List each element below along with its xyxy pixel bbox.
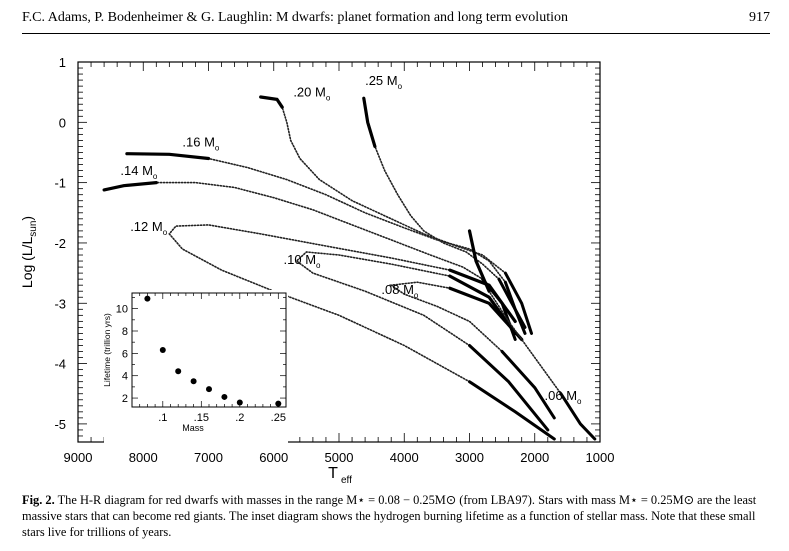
x-tick-label: 2000 bbox=[520, 450, 549, 465]
track-thick-2 bbox=[259, 95, 284, 109]
track-label: .20 Mo bbox=[293, 84, 331, 102]
y-tick-label: 1 bbox=[59, 55, 66, 70]
track-tail-5 bbox=[468, 380, 556, 441]
inset-x-tick-label: .15 bbox=[194, 412, 209, 424]
y-tick-label: -2 bbox=[54, 236, 66, 251]
caption-text: The H-R diagram for red dwarfs with mass… bbox=[22, 493, 757, 539]
inset-data-point bbox=[206, 386, 212, 393]
x-axis-label-sub: eff bbox=[341, 475, 352, 486]
track-tail-7 bbox=[500, 350, 556, 420]
track-label: .25 Mo bbox=[365, 73, 403, 91]
y-axis-label-group: Log (L/Lsun) bbox=[19, 216, 39, 288]
inset-x-tick-label: .25 bbox=[271, 412, 286, 424]
x-tick-label: 4000 bbox=[390, 450, 419, 465]
y-tick-label: -3 bbox=[54, 296, 66, 311]
x-tick-label: 3000 bbox=[455, 450, 484, 465]
caption-label: Fig. 2. bbox=[22, 493, 55, 507]
inset-y-tick-label: 2 bbox=[122, 393, 128, 405]
x-tick-label: 9000 bbox=[64, 450, 93, 465]
lifetime-inset-chart: .1 .15 .2 .25 2 4 6 8 10 Mass Lifetime (trillion y… bbox=[102, 290, 288, 446]
track-thick-5 bbox=[448, 268, 517, 323]
y-tick-label: -4 bbox=[54, 357, 66, 372]
track-label: .14 Mo bbox=[120, 163, 158, 181]
hr-diagram-chart: 9000 8000 7000 6000 5000 4000 3000 2000 100010-1… bbox=[19, 55, 614, 486]
inset-x-tick-label: .1 bbox=[158, 412, 167, 424]
track-thick-4 bbox=[102, 181, 158, 192]
track-3 bbox=[126, 152, 526, 335]
track-thick-3 bbox=[125, 152, 211, 161]
track-tail-2 bbox=[503, 271, 533, 335]
track-tail-6 bbox=[468, 344, 550, 432]
y-tick-label: -5 bbox=[54, 417, 66, 432]
y-tick-label: 0 bbox=[59, 115, 66, 130]
inset-y-axis-label-group: Lifetime (trillion yrs) bbox=[102, 313, 112, 387]
inset-data-point bbox=[175, 368, 182, 375]
header-rule bbox=[22, 33, 770, 34]
track-tail-8 bbox=[559, 392, 597, 441]
track-label: .12 Mo bbox=[130, 219, 168, 237]
inset-y-tick-label: 6 bbox=[122, 348, 128, 360]
x-tick-label: 1000 bbox=[586, 450, 615, 465]
inset-data-point bbox=[275, 400, 282, 407]
x-tick-label: 8000 bbox=[129, 450, 158, 465]
inset-y-tick-label: 10 bbox=[116, 304, 128, 316]
inset-y-axis-label: Lifetime (trillion yrs) bbox=[102, 313, 112, 387]
track-label: .10 Mo bbox=[284, 252, 322, 270]
y-axis-label: Log (L/Lsun) bbox=[19, 216, 39, 288]
x-axis-label: T bbox=[328, 465, 338, 482]
running-title: F.C. Adams, P. Bodenheimer & G. Laughlin… bbox=[22, 10, 568, 25]
y-tick-label: -1 bbox=[54, 176, 66, 191]
inset-x-tick-label: .2 bbox=[235, 412, 244, 424]
x-tick-label: 7000 bbox=[194, 450, 223, 465]
inset-data-point bbox=[144, 295, 151, 302]
track-tail-3 bbox=[503, 280, 527, 335]
track-thick-1 bbox=[362, 96, 377, 148]
track-label: .06 Mo bbox=[545, 388, 583, 406]
inset-x-axis-label: Mass bbox=[182, 423, 204, 433]
evolutionary-tracks bbox=[102, 95, 597, 441]
track-8 bbox=[468, 230, 596, 440]
inset-y-tick-label: 4 bbox=[122, 371, 128, 383]
track-thick-7 bbox=[448, 286, 524, 342]
track-thick-8 bbox=[467, 229, 491, 293]
inset-data-point bbox=[221, 393, 228, 400]
page-header: F.C. Adams, P. Bodenheimer & G. Laughlin… bbox=[22, 10, 770, 32]
page-number: 917 bbox=[749, 10, 770, 25]
track-6 bbox=[295, 251, 549, 431]
track-label: .08 Mo bbox=[381, 282, 419, 300]
inset-y-tick-label: 8 bbox=[122, 326, 128, 338]
x-tick-label: 5000 bbox=[325, 450, 354, 465]
figure-caption: Fig. 2. The H-R diagram for red dwarfs w… bbox=[22, 492, 774, 540]
track-label: .16 Mo bbox=[182, 134, 220, 152]
track-2 bbox=[259, 96, 533, 335]
x-tick-label: 6000 bbox=[259, 450, 288, 465]
inset-data-point bbox=[236, 399, 243, 406]
inset-data-point bbox=[190, 378, 197, 385]
inset-data-point bbox=[159, 347, 166, 353]
track-4 bbox=[103, 181, 516, 341]
inset-background bbox=[104, 290, 288, 446]
track-5 bbox=[168, 224, 556, 440]
